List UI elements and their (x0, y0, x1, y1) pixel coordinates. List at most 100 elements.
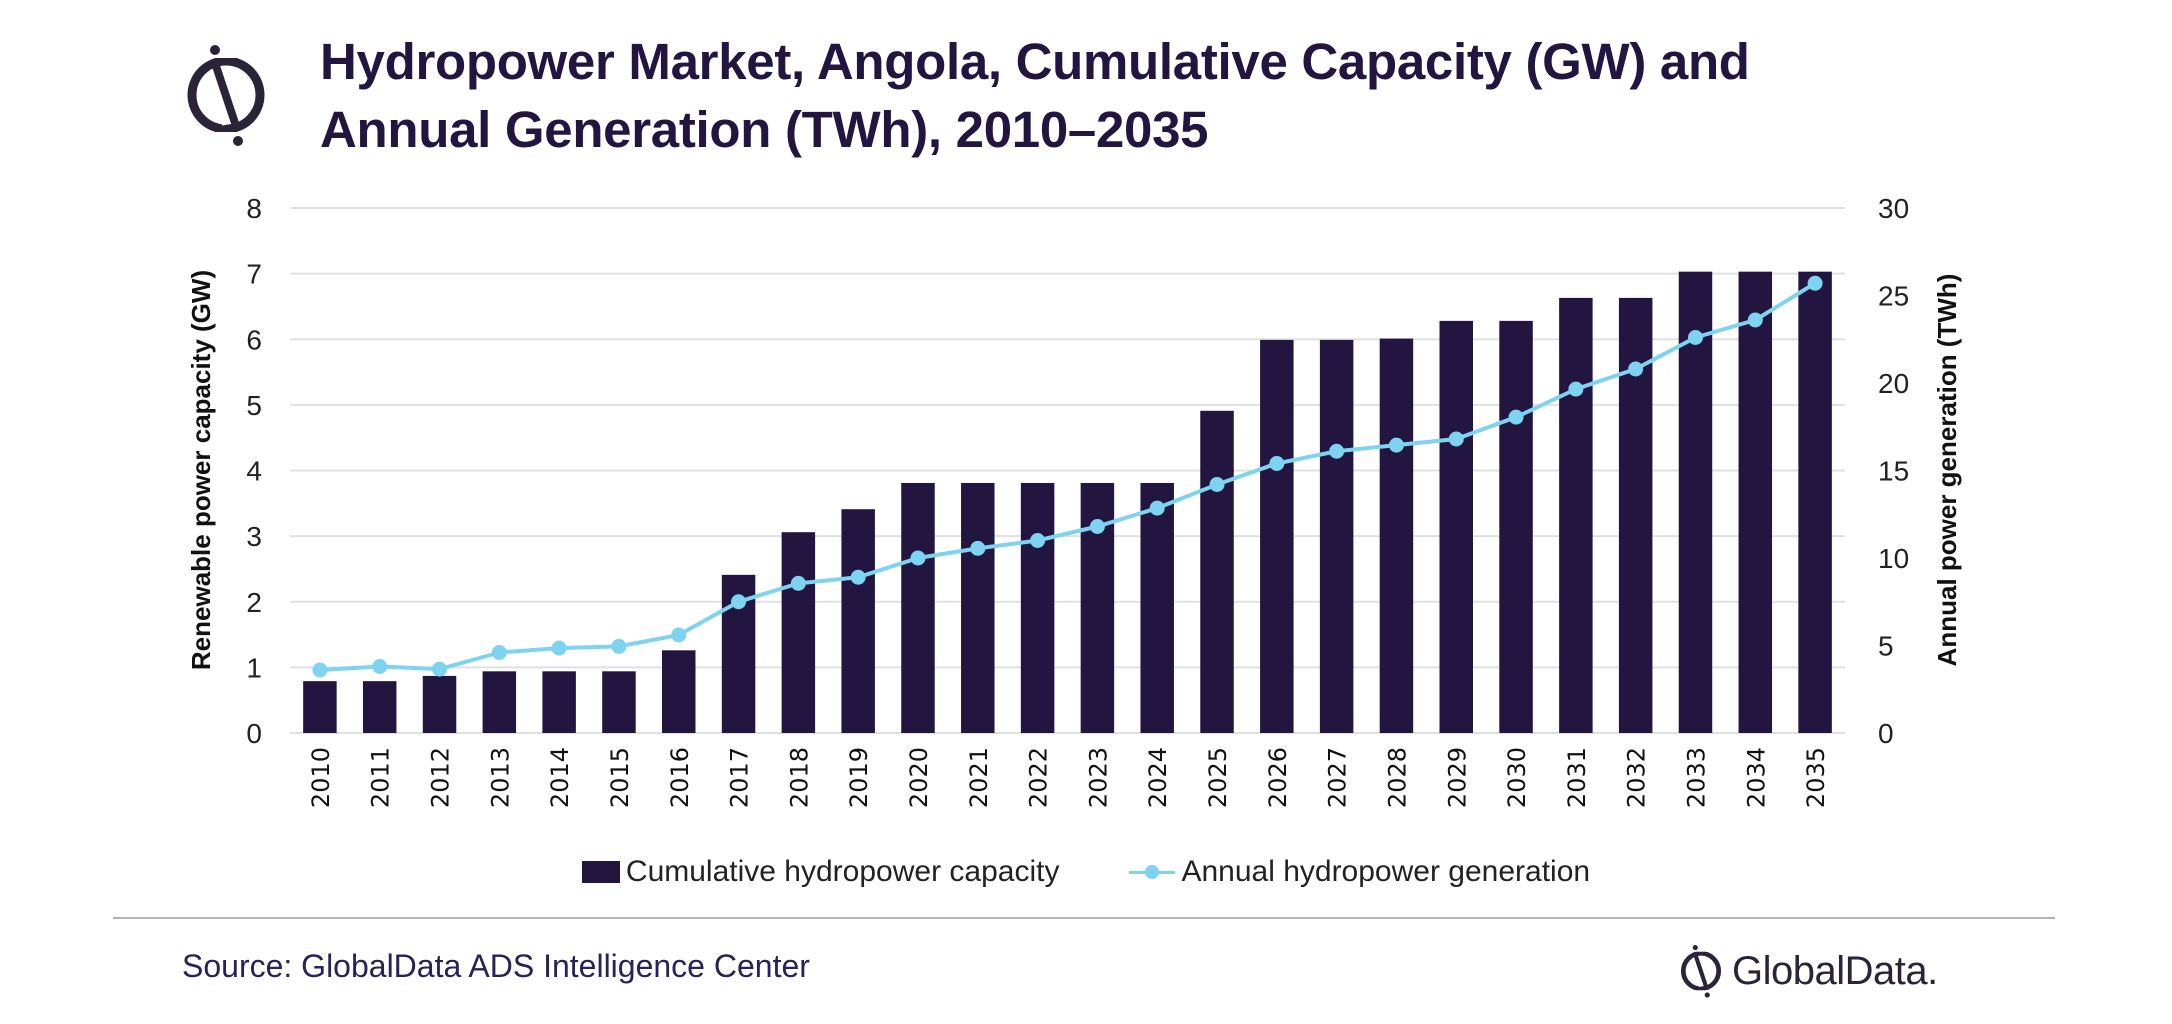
x-axis-ticks: 2010 2011 2012 2013 2014 2015 2016 2017 2018 2019… (307, 747, 1830, 808)
x-tick-label: 2033 (1682, 747, 1710, 808)
y-tick-label-left: 7 (246, 259, 262, 290)
globaldata-brand-icon (1680, 942, 1722, 1000)
y-axis-title-right: Annual power generation (TWh) (1932, 274, 1962, 667)
bar (1439, 320, 1473, 733)
x-tick-label: 2019 (845, 747, 873, 808)
bar (362, 681, 397, 733)
source-note: Source: GlobalData ADS Intelligence Cent… (182, 948, 810, 984)
legend-item-capacity: Cumulative hydropower capacity (581, 855, 1059, 889)
x-tick-label: 2010 (307, 747, 335, 808)
y-tick-label-left: 1 (246, 652, 262, 683)
bar (1260, 339, 1294, 733)
line-point (1628, 361, 1644, 377)
line-point (491, 645, 507, 660)
x-tick-label: 2026 (1264, 747, 1292, 808)
right-axis-ticks: 0 5 10 15 20 25 30 (1878, 193, 1909, 749)
legend: Cumulative hydropower capacity Annual hy… (0, 855, 2172, 889)
y-tick-label-right: 10 (1878, 543, 1909, 574)
brand-name: GlobalData. (1732, 948, 1938, 993)
line-point (1089, 519, 1105, 534)
bar (1379, 338, 1414, 733)
x-tick-label: 2016 (666, 747, 694, 808)
gridlines (290, 207, 1845, 734)
line-point (611, 638, 627, 654)
x-tick-label: 2034 (1742, 747, 1770, 808)
line-point (1687, 330, 1703, 345)
line-point (1508, 409, 1524, 425)
bar (1798, 271, 1832, 733)
x-tick-label: 2028 (1383, 747, 1411, 808)
x-tick-label: 2023 (1084, 747, 1112, 808)
x-tick-label: 2020 (905, 747, 933, 808)
bar (1499, 320, 1533, 733)
y-tick-label-left: 0 (246, 718, 262, 749)
title-line-1: Hydropower Market, Angola, Cumulative Ca… (320, 33, 1750, 90)
x-tick-label: 2011 (367, 747, 395, 808)
bar (1319, 339, 1354, 733)
line-point (1149, 500, 1165, 516)
x-tick-label: 2014 (546, 747, 574, 808)
bar (901, 482, 935, 733)
x-tick-label: 2032 (1623, 747, 1651, 808)
y-tick-label-left: 3 (246, 521, 262, 552)
y-tick-label-right: 15 (1878, 456, 1909, 487)
bar (1020, 482, 1055, 733)
line-point (790, 575, 806, 591)
x-tick-label: 2029 (1443, 747, 1471, 808)
legend-swatch-bar (581, 861, 620, 883)
x-tick-label: 2013 (486, 747, 514, 808)
x-tick-label: 2031 (1563, 747, 1591, 808)
legend-label-generation: Annual hydropower generation (1181, 855, 1591, 888)
line-point (372, 659, 388, 674)
bar (1738, 271, 1773, 733)
line-point (1388, 437, 1404, 453)
bar (1200, 410, 1234, 733)
x-tick-label: 2017 (726, 747, 754, 808)
footer-divider (113, 917, 2055, 919)
x-tick-label: 2027 (1324, 747, 1352, 808)
legend-swatch-line (1129, 861, 1176, 883)
x-tick-label: 2025 (1204, 747, 1232, 808)
x-tick-label: 2024 (1144, 747, 1172, 808)
left-axis-ticks: 0 1 2 3 4 5 6 7 8 (246, 193, 262, 749)
bar (1140, 482, 1174, 733)
line-point (1807, 275, 1823, 291)
bar (781, 532, 816, 733)
bar (662, 650, 696, 733)
line-point (551, 640, 567, 656)
line-point (432, 661, 448, 677)
line-point (1030, 533, 1046, 548)
x-tick-label: 2030 (1503, 747, 1531, 808)
line-point (1329, 443, 1345, 459)
globaldata-logo-icon (187, 40, 265, 150)
line-point (671, 627, 687, 643)
bar (841, 509, 875, 733)
line-point (970, 540, 986, 556)
line-point (731, 594, 747, 610)
x-tick-label: 2018 (785, 747, 813, 808)
line-point (1568, 381, 1584, 397)
x-tick-label: 2022 (1025, 747, 1053, 808)
y-tick-label-right: 5 (1878, 631, 1894, 662)
line-point (1448, 431, 1464, 447)
bar-series (303, 271, 1832, 733)
generation-line (319, 281, 1817, 672)
line-point (850, 569, 866, 585)
y-tick-label-left: 2 (246, 587, 262, 618)
x-tick-label: 2015 (606, 747, 634, 808)
y-tick-label-right: 25 (1878, 281, 1909, 312)
y-tick-label-right: 30 (1878, 193, 1909, 224)
bar (1678, 271, 1713, 733)
y-axis-title-left: Renewable power capacity (GW) (186, 270, 216, 670)
bar (1559, 297, 1593, 733)
bar (961, 482, 995, 733)
line-series (312, 275, 1823, 678)
bar (303, 681, 337, 733)
y-tick-label-right: 0 (1878, 718, 1894, 749)
legend-item-generation: Annual hydropower generation (1129, 855, 1590, 889)
x-tick-label: 2021 (965, 747, 993, 808)
y-tick-label-right: 20 (1878, 368, 1909, 399)
bar (602, 671, 636, 733)
line-point (1747, 312, 1763, 328)
